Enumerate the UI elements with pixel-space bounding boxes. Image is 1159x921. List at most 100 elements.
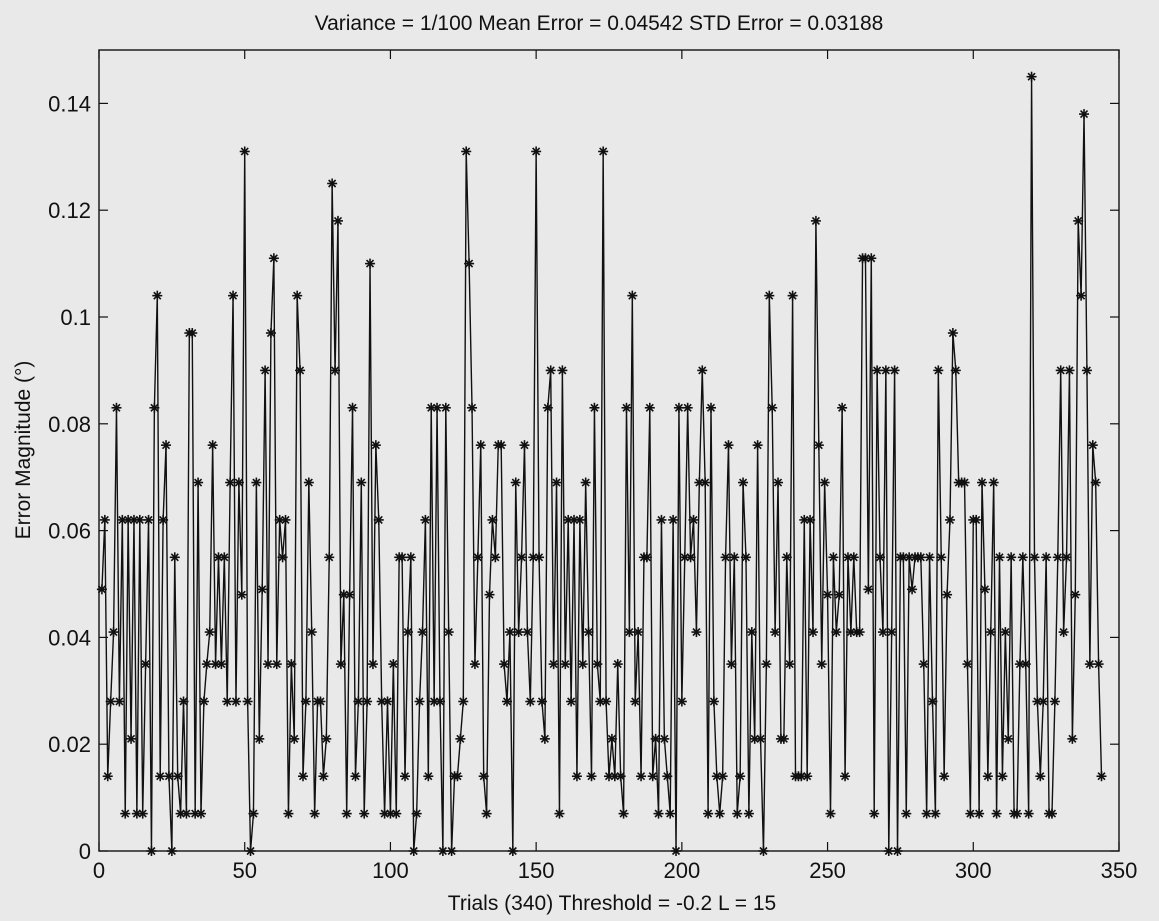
data-point [927, 696, 938, 707]
data-point [222, 696, 233, 707]
data-point [228, 290, 239, 301]
data-point [1084, 659, 1095, 670]
data-point [499, 659, 510, 670]
data-point [496, 440, 507, 451]
data-point [845, 627, 856, 638]
data-point [1061, 552, 1072, 563]
data-point [822, 589, 833, 600]
data-point [219, 552, 230, 563]
data-point [365, 258, 376, 269]
data-point [126, 733, 137, 744]
data-point [1081, 365, 1092, 376]
data-point [108, 627, 119, 638]
data-point [534, 552, 545, 563]
data-point [589, 402, 600, 413]
data-point [764, 290, 775, 301]
data-point [155, 771, 166, 782]
data-point [1076, 290, 1087, 301]
data-point [99, 514, 110, 525]
data-point [484, 589, 495, 600]
data-point [1093, 659, 1104, 670]
data-point [1096, 771, 1107, 782]
data-point [443, 627, 454, 638]
tick-labels: 0 50 100 150 200 250 300 350 0 0.02 0.04 0.06 0.08 0.… [48, 91, 1137, 883]
data-point [1079, 109, 1090, 120]
data-point [586, 771, 597, 782]
data-point [207, 440, 218, 451]
data-point [507, 846, 518, 856]
data-point [691, 627, 702, 638]
data-point [1017, 552, 1028, 563]
x-tick-label: 200 [663, 858, 700, 883]
x-tick-label: 100 [372, 858, 409, 883]
data-point [773, 477, 784, 488]
data-point [633, 627, 644, 638]
data-point [446, 846, 457, 856]
x-tick-label: 300 [955, 858, 992, 883]
data-point [991, 808, 1002, 819]
data-point [161, 440, 172, 451]
chart-title: Variance = 1/100 Mean Error = 0.04542 ST… [315, 12, 884, 35]
data-point [239, 146, 250, 157]
data-point [251, 477, 262, 488]
y-tick-label: 0.02 [48, 732, 91, 757]
data-point [545, 365, 556, 376]
data-point [504, 627, 515, 638]
data-point [230, 696, 241, 707]
data-point [1049, 696, 1060, 707]
data-point [1052, 552, 1063, 563]
data-point [455, 733, 466, 744]
data-point [746, 627, 757, 638]
data-point [810, 215, 821, 226]
data-point [784, 659, 795, 670]
y-tick-label: 0.06 [48, 519, 91, 544]
data-point [668, 514, 679, 525]
data-point [805, 514, 816, 525]
data-point [1067, 733, 1078, 744]
data-point [557, 365, 568, 376]
data-point [321, 733, 332, 744]
data-point [388, 659, 399, 670]
data-point [137, 808, 148, 819]
data-point [539, 733, 550, 744]
data-point [615, 771, 626, 782]
data-point [950, 365, 961, 376]
data-point [114, 696, 125, 707]
data-point [816, 659, 827, 670]
data-point [440, 402, 451, 413]
data-point [551, 477, 562, 488]
data-point [673, 402, 684, 413]
data-point [653, 808, 664, 819]
data-point [341, 808, 352, 819]
data-point [869, 808, 880, 819]
data-point [1090, 477, 1101, 488]
data-point [347, 402, 358, 413]
data-point [997, 771, 1008, 782]
data-point [808, 627, 818, 638]
data-point [327, 178, 338, 189]
data-point [778, 733, 789, 744]
data-point [123, 514, 134, 525]
data-point [735, 771, 746, 782]
data-point [612, 659, 623, 670]
data-point [536, 696, 547, 707]
data-point [143, 514, 154, 525]
data-point [542, 402, 553, 413]
data-point [131, 808, 142, 819]
data-point [1073, 215, 1084, 226]
data-point [621, 402, 632, 413]
data-point [400, 771, 410, 782]
data-point [502, 696, 512, 707]
data-point [560, 659, 571, 670]
data-point [204, 627, 215, 638]
data-point [880, 365, 891, 376]
data-point [96, 584, 107, 595]
data-point [904, 552, 915, 563]
data-point [280, 514, 291, 525]
data-point [971, 514, 982, 525]
data-point [163, 771, 174, 782]
data-point [181, 808, 192, 819]
data-point [854, 627, 865, 638]
data-point [1087, 440, 1098, 451]
data-point [420, 514, 431, 525]
